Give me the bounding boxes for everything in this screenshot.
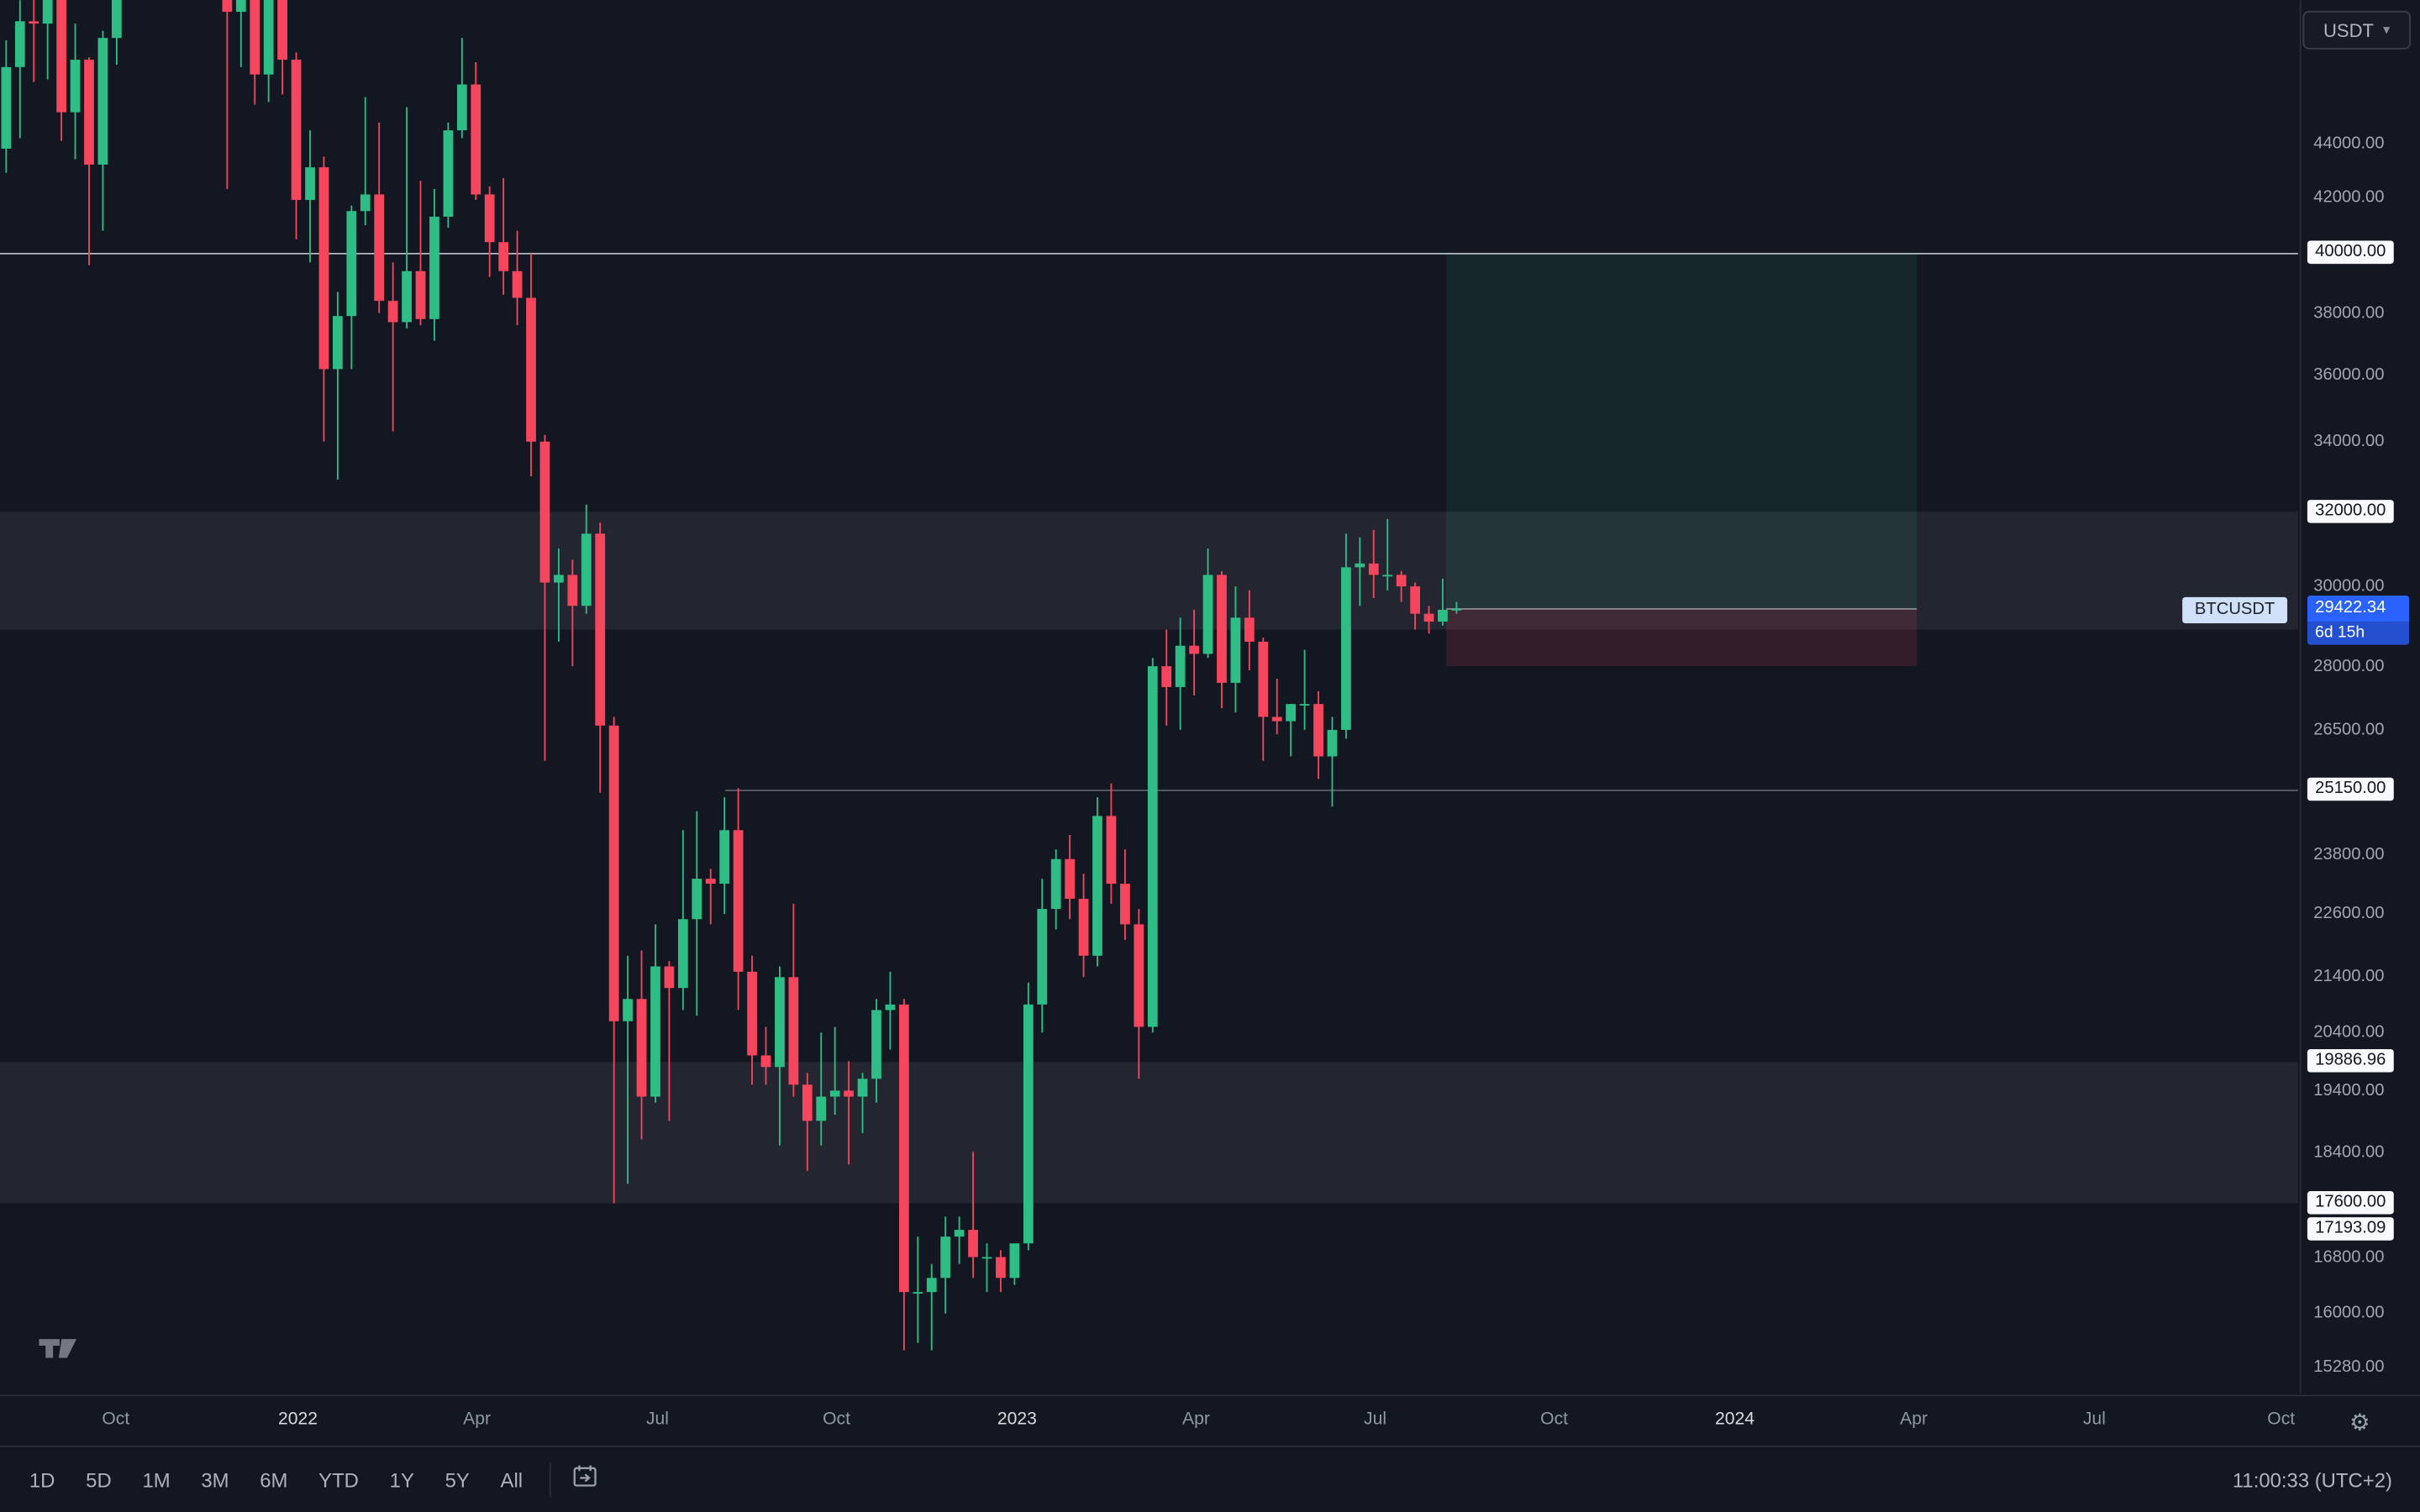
price-axis-tick: 19400.00	[2313, 1081, 2385, 1100]
chevron-down-icon: ▾	[2383, 22, 2391, 39]
price-drawing-label[interactable]: 17193.09	[2307, 1217, 2394, 1242]
calendar-icon	[571, 1462, 598, 1497]
time-axis-label: Oct	[823, 1410, 850, 1429]
price-axis[interactable]: 44000.00 42000.00 38000.00 36000.00 34000.00…	[2299, 0, 2420, 1394]
long-position-stop-box[interactable]	[1446, 608, 1918, 667]
currency-selector-label: USDT	[2323, 18, 2375, 41]
time-axis-label: Jul	[2082, 1410, 2106, 1429]
price-drawing-label[interactable]: 19886.96	[2307, 1049, 2394, 1074]
time-axis-label: Jul	[645, 1410, 669, 1429]
long-position-target-box[interactable]	[1446, 253, 1918, 609]
price-drawing-label[interactable]: 40000.00	[2307, 241, 2394, 265]
range-buttons: 1D 5D 1M 3M 6M YTD 1Y 5Y All	[15, 1463, 536, 1496]
range-button-1y[interactable]: 1Y	[389, 1467, 414, 1492]
candlestick-chart[interactable]	[0, 0, 2298, 1394]
price-axis-tick: 36000.00	[2313, 365, 2385, 386]
time-axis-label: 2024	[1714, 1410, 1754, 1429]
currency-selector-button[interactable]: USDT ▾	[2302, 10, 2411, 50]
range-button-5d[interactable]: 5D	[86, 1467, 112, 1492]
last-price-badge: 29422.34 6d 15h	[2307, 595, 2410, 645]
go-to-date-button[interactable]	[563, 1460, 606, 1500]
time-axis-label: Apr	[463, 1410, 491, 1429]
gear-icon: ⚙	[2349, 1408, 2370, 1437]
price-axis-tick: 16800.00	[2313, 1247, 2385, 1267]
price-axis-tick: 20400.00	[2313, 1023, 2385, 1042]
price-axis-tick: 16000.00	[2313, 1304, 2385, 1323]
range-button-6m[interactable]: 6M	[260, 1467, 288, 1492]
time-axis-label: Jul	[1364, 1410, 1387, 1429]
candlestick-series	[1, 0, 1462, 1351]
demand-zone[interactable]	[0, 1062, 2298, 1204]
price-axis-tick: 42000.00	[2313, 187, 2385, 207]
time-axis[interactable]: Oct 2022 Apr Jul Oct 2023 Apr Jul Oct 2024 Apr Jul O…	[0, 1394, 2420, 1444]
bottom-toolbar: 1D 5D 1M 3M 6M YTD 1Y 5Y All 11:00:33 (UTC+2)	[0, 1446, 2420, 1512]
last-price-value: 29422.34	[2307, 595, 2410, 622]
range-button-1m[interactable]: 1M	[142, 1467, 171, 1492]
range-button-ytd[interactable]: YTD	[318, 1467, 359, 1492]
price-drawing-label[interactable]: 25150.00	[2307, 778, 2394, 801]
chart-canvas[interactable]	[0, 0, 2298, 1394]
time-axis-label: Oct	[2267, 1410, 2296, 1429]
time-axis-label: 2022	[277, 1410, 318, 1429]
price-drawing-label[interactable]: 32000.00	[2307, 499, 2394, 523]
clock-timezone-button[interactable]: 11:00:33 (UTC+2)	[2232, 1467, 2392, 1492]
symbol-label: BTCUSDT	[2182, 596, 2288, 623]
price-axis-tick: 22600.00	[2313, 905, 2385, 924]
range-button-5y[interactable]: 5Y	[445, 1467, 470, 1492]
price-axis-tick: 23800.00	[2313, 844, 2385, 864]
range-button-1d[interactable]: 1D	[29, 1467, 55, 1492]
toolbar-divider	[549, 1462, 551, 1497]
tradingview-logo-icon[interactable]	[28, 1333, 80, 1372]
time-axis-label: Oct	[102, 1410, 130, 1429]
price-axis-tick: 44000.00	[2313, 134, 2385, 153]
range-button-all[interactable]: All	[500, 1467, 523, 1492]
time-axis-label: Apr	[1182, 1410, 1210, 1429]
price-axis-tick: 15280.00	[2313, 1357, 2385, 1377]
price-axis-tick: 30000.00	[2313, 577, 2385, 596]
settings-gear-button[interactable]: ⚙	[2339, 1404, 2380, 1441]
price-axis-tick: 28000.00	[2313, 657, 2385, 676]
time-axis-labels: Oct 2022 Apr Jul Oct 2023 Apr Jul Oct 2024 Apr Jul O…	[0, 1396, 2298, 1446]
price-axis-tick: 34000.00	[2313, 432, 2385, 451]
range-button-3m[interactable]: 3M	[201, 1467, 229, 1492]
time-axis-label: Apr	[1900, 1410, 1928, 1429]
price-axis-tick: 38000.00	[2313, 303, 2385, 323]
supply-zone[interactable]	[0, 512, 2298, 630]
price-axis-tick: 26500.00	[2313, 720, 2385, 739]
time-axis-label: Oct	[1540, 1410, 1569, 1429]
price-drawing-label[interactable]: 17600.00	[2307, 1190, 2394, 1215]
bar-countdown: 6d 15h	[2307, 621, 2410, 645]
price-axis-tick: 18400.00	[2313, 1142, 2385, 1162]
price-axis-tick: 21400.00	[2313, 968, 2385, 987]
time-axis-label: 2023	[997, 1410, 1037, 1429]
